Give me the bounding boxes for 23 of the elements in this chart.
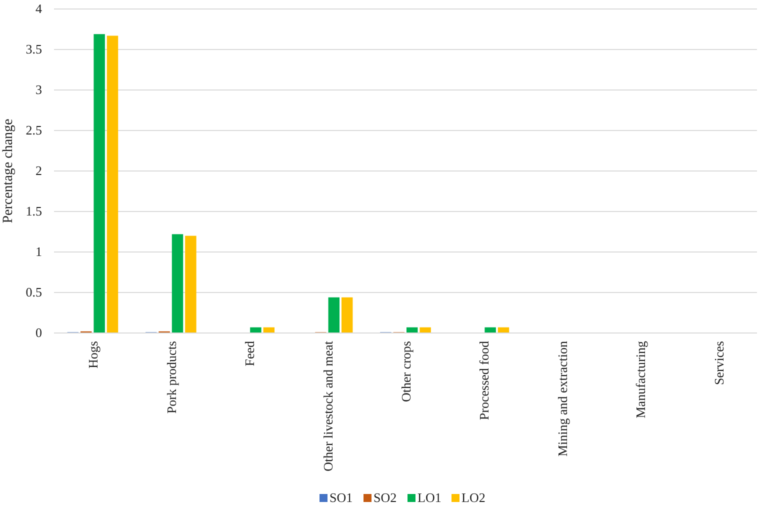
x-tick-label: Services xyxy=(711,341,726,386)
y-tick-label: 3.5 xyxy=(26,42,42,57)
y-tick-label: 2 xyxy=(36,163,42,178)
y-tick-label: 0 xyxy=(36,325,42,340)
y-tick-label: 1 xyxy=(36,244,42,260)
y-tick-label: 0.5 xyxy=(26,284,42,300)
x-tick-label: Mining and extraction xyxy=(554,340,570,457)
y-tick-label: 2.5 xyxy=(26,122,42,138)
legend-label: SO2 xyxy=(374,490,397,505)
x-tick-label: Other crops xyxy=(398,341,414,402)
y-tick-label: 4 xyxy=(36,1,42,16)
y-axis-title: Percentage change xyxy=(1,118,16,224)
x-tick-label: Hogs xyxy=(86,341,101,368)
x-tick-label: Manufacturing xyxy=(633,340,648,418)
x-tick-label: Processed food xyxy=(476,340,492,420)
legend-label: LO2 xyxy=(462,490,486,505)
x-tick-label: Other livestock and meat xyxy=(320,340,336,472)
x-tick-label: Feed xyxy=(242,340,258,366)
y-tick-label: 3 xyxy=(36,82,42,98)
legend-label: SO1 xyxy=(330,490,353,505)
x-tick-label: Pork products xyxy=(164,341,179,414)
legend-label: LO1 xyxy=(418,490,442,505)
y-tick-label: 1.5 xyxy=(26,204,42,219)
